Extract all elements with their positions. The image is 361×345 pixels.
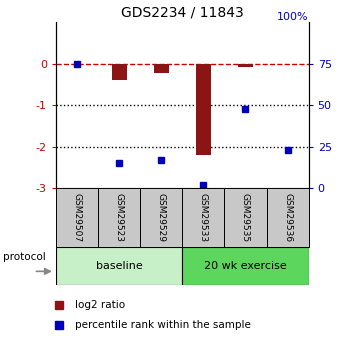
Text: 20 wk exercise: 20 wk exercise bbox=[204, 261, 287, 270]
Text: baseline: baseline bbox=[96, 261, 143, 270]
Bar bbox=[182, 247, 309, 285]
Bar bbox=[266, 188, 309, 247]
Text: 100%: 100% bbox=[277, 12, 309, 22]
Bar bbox=[154, 64, 169, 73]
Text: GSM29529: GSM29529 bbox=[157, 193, 166, 242]
Bar bbox=[225, 188, 266, 247]
Text: GSM29536: GSM29536 bbox=[283, 193, 292, 242]
Text: GSM29523: GSM29523 bbox=[115, 193, 123, 242]
Bar bbox=[182, 188, 225, 247]
Title: GDS2234 / 11843: GDS2234 / 11843 bbox=[121, 6, 244, 20]
Bar bbox=[56, 247, 182, 285]
Bar bbox=[140, 188, 182, 247]
Text: GSM29533: GSM29533 bbox=[199, 193, 208, 242]
Bar bbox=[238, 64, 253, 67]
Bar bbox=[56, 188, 98, 247]
Text: log2 ratio: log2 ratio bbox=[75, 299, 126, 309]
Text: GSM29507: GSM29507 bbox=[73, 193, 82, 242]
Text: protocol: protocol bbox=[3, 252, 45, 262]
Bar bbox=[196, 64, 211, 155]
Text: percentile rank within the sample: percentile rank within the sample bbox=[75, 320, 251, 330]
Bar bbox=[98, 188, 140, 247]
Text: GSM29535: GSM29535 bbox=[241, 193, 250, 242]
Bar bbox=[112, 64, 126, 80]
